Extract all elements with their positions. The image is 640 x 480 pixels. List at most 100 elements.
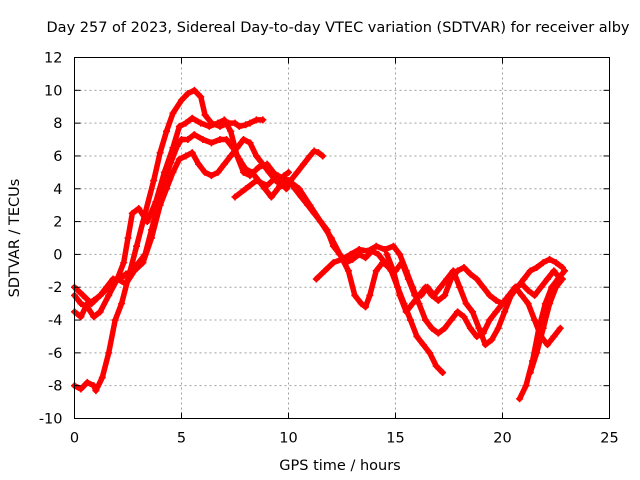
data-point-marker [454, 267, 462, 275]
data-point-marker [182, 119, 190, 127]
data-point-marker [246, 119, 254, 127]
data-point-marker [199, 136, 207, 144]
data-point-marker [372, 267, 380, 275]
data-point-marker [396, 291, 404, 299]
data-point-marker [441, 324, 449, 332]
data-point-marker [441, 291, 449, 299]
data-point-marker [163, 127, 171, 135]
data-point-marker [175, 155, 183, 163]
data-point-marker [415, 300, 423, 308]
data-point-marker [518, 280, 526, 288]
data-point-marker [163, 185, 171, 193]
data-point-marker [190, 86, 198, 94]
data-point-marker [543, 341, 551, 349]
data-point-marker [222, 136, 230, 144]
data-point-marker [321, 267, 329, 275]
data-point-marker [133, 242, 141, 250]
data-point-marker [201, 168, 209, 176]
data-point-marker [379, 259, 387, 267]
data-point-marker [317, 218, 325, 226]
data-point-marker [295, 185, 303, 193]
data-point-marker [240, 136, 248, 144]
data-point-marker [173, 142, 181, 150]
data-point-marker [77, 313, 85, 321]
data-point-marker [486, 291, 494, 299]
data-point-marker [543, 275, 551, 283]
data-point-marker [252, 152, 260, 160]
data-point-marker [79, 291, 87, 299]
data-point-marker [454, 308, 462, 316]
data-point-marker [558, 275, 566, 283]
data-point-marker [205, 122, 213, 130]
data-point-marker [533, 264, 541, 272]
data-point-marker [312, 275, 320, 283]
data-point-marker [220, 116, 228, 124]
data-point-marker [456, 283, 464, 291]
data-point-marker [285, 177, 292, 185]
data-point-marker [327, 234, 335, 242]
y-tick-label: 0 [53, 247, 62, 263]
data-point-marker [197, 93, 205, 101]
data-point-marker [419, 341, 427, 349]
data-point-marker [178, 96, 185, 104]
data-point-marker [156, 149, 164, 157]
data-point-marker [406, 316, 414, 324]
data-point-marker [501, 308, 509, 316]
data-point-marker [362, 303, 370, 311]
data-point-marker [409, 300, 417, 308]
data-point-marker [220, 160, 228, 168]
data-point-marker [488, 336, 496, 344]
data-point-marker [190, 131, 198, 139]
data-point-marker [169, 109, 177, 117]
data-point-marker [434, 329, 442, 337]
series-marker-texture [234, 174, 563, 346]
data-point-marker [310, 147, 318, 155]
data-point-marker [511, 283, 519, 291]
data-point-marker [105, 283, 113, 291]
data-point-marker [184, 90, 192, 98]
data-point-marker [469, 308, 477, 316]
data-point-marker [531, 316, 539, 324]
data-point-marker [462, 300, 470, 308]
data-point-marker [227, 127, 235, 135]
data-point-marker [522, 382, 530, 390]
data-point-marker [306, 152, 314, 160]
data-point-marker [466, 324, 474, 332]
data-point-marker [113, 275, 121, 283]
data-point-marker [466, 270, 474, 278]
data-point-marker [278, 181, 286, 189]
data-point-marker [426, 349, 434, 357]
data-point-marker [432, 362, 440, 370]
data-point-marker [402, 267, 410, 275]
y-tick-label: -4 [48, 313, 62, 329]
data-point-marker [274, 185, 282, 193]
chart-title: Day 257 of 2023, Sidereal Day-to-day VTE… [47, 20, 630, 36]
data-point-marker [415, 291, 423, 299]
data-point-marker [421, 283, 429, 291]
data-point-marker [556, 324, 564, 332]
data-point-marker [105, 291, 113, 299]
data-point-marker [167, 159, 175, 167]
data-point-marker [381, 245, 389, 253]
data-point-marker [90, 382, 98, 390]
data-point-marker [265, 168, 273, 176]
series-track-5 [231, 172, 566, 349]
data-point-marker [195, 160, 203, 168]
data-point-marker [92, 387, 100, 395]
y-tick-label: 6 [53, 149, 62, 165]
data-point-marker [436, 283, 444, 291]
data-point-marker [396, 250, 404, 258]
data-point-marker [135, 204, 143, 212]
data-point-marker [383, 250, 391, 258]
data-point-marker [447, 316, 455, 324]
data-point-marker [374, 250, 382, 258]
data-point-marker [188, 149, 196, 157]
data-point-marker [90, 313, 98, 321]
data-point-marker [246, 139, 254, 147]
data-point-marker [227, 152, 235, 160]
data-point-marker [122, 270, 130, 278]
data-point-marker [242, 121, 250, 129]
data-point-marker [539, 324, 547, 332]
y-tick-label: 8 [53, 116, 62, 132]
data-point-marker [77, 300, 85, 308]
